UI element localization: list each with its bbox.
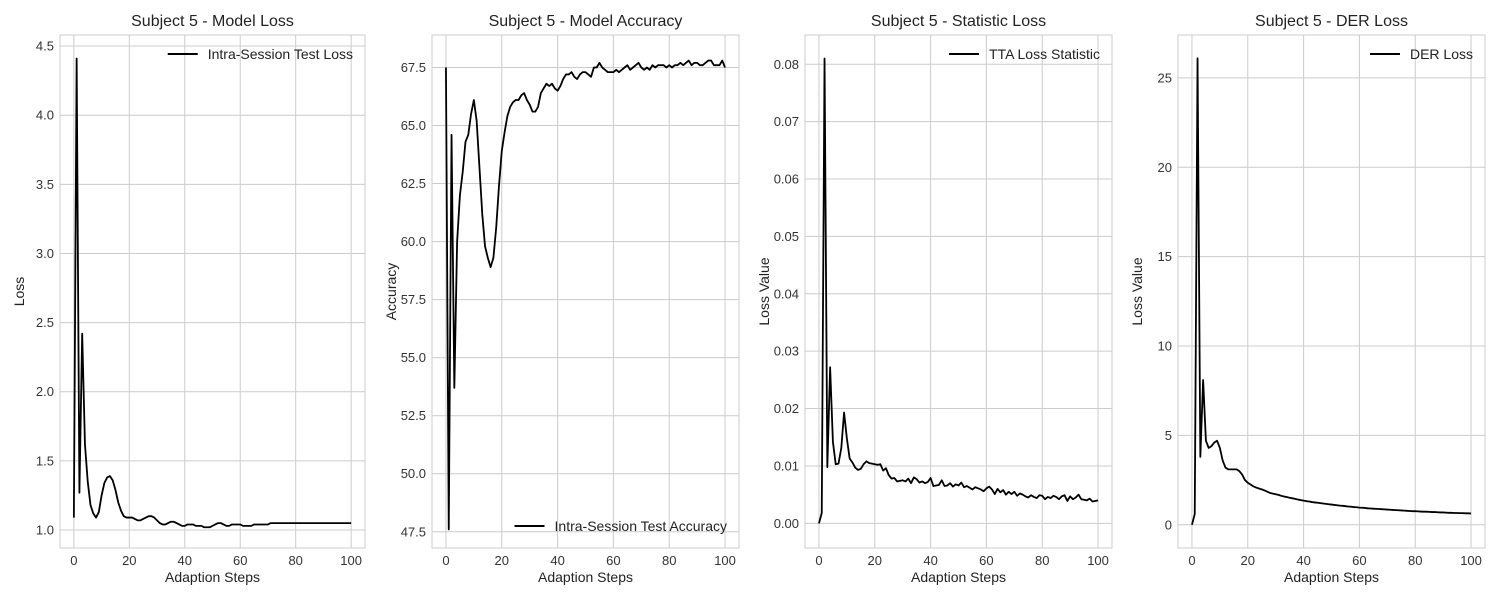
y-tick-label: 0.00	[774, 516, 799, 531]
plot-frame	[59, 34, 366, 549]
y-tick-label: 5	[1165, 428, 1172, 443]
x-tick-label: 0	[1188, 553, 1195, 568]
y-tick-label: 50.0	[401, 466, 426, 481]
plot-area	[1178, 35, 1485, 548]
x-tick-label: 0	[70, 553, 77, 568]
plot-frame	[804, 34, 1113, 549]
y-tick-label: 2.0	[36, 384, 54, 399]
y-axis-label: Accuracy	[383, 263, 399, 321]
y-tick-label: 0.07	[774, 114, 799, 129]
plot-frame	[1177, 34, 1486, 549]
y-tick-label: 52.5	[401, 408, 426, 423]
x-tick-label: 100	[714, 553, 736, 568]
x-tick-label: 20	[122, 553, 136, 568]
x-tick-label: 40	[1296, 553, 1310, 568]
y-tick-label: 0.02	[774, 401, 799, 416]
y-tick-label: 55.0	[401, 350, 426, 365]
legend-label: TTA Loss Statistic	[989, 46, 1100, 62]
y-tick-label: 0.04	[774, 286, 799, 301]
y-tick-label: 1.5	[36, 453, 54, 468]
x-axis-label: Adaption Steps	[165, 569, 260, 585]
y-tick-label: 10	[1158, 339, 1172, 354]
legend-label: Intra-Session Test Accuracy	[555, 518, 727, 534]
chart-panel-2: 0 20 40 60 80 100 47.5 50.0 52.5 55.0 57.5 60.0 62.5…	[383, 13, 740, 585]
plot-area	[805, 35, 1112, 548]
y-tick-label: 60.0	[401, 234, 426, 249]
y-tick-label: 25	[1158, 70, 1172, 85]
y-tick-label: 0	[1165, 517, 1172, 532]
x-tick-label: 60	[979, 553, 993, 568]
series-line-1	[445, 59, 726, 531]
y-tick-label: 4.0	[36, 108, 54, 123]
y-axis-label: Loss Value	[1129, 257, 1145, 325]
x-tick-label: 40	[550, 553, 564, 568]
x-tick-label: 60	[606, 553, 620, 568]
x-tick-label: 20	[868, 553, 882, 568]
legend-label: DER Loss	[1410, 46, 1473, 62]
x-tick-label: 0	[815, 553, 822, 568]
y-tick-label: 62.5	[401, 176, 426, 191]
y-tick-label: 3.5	[36, 177, 54, 192]
x-tick-label: 0	[442, 553, 449, 568]
y-tick-label: 4.5	[36, 39, 54, 54]
y-tick-label: 65.0	[401, 118, 426, 133]
y-tick-label: 0.08	[774, 57, 799, 72]
plot-area	[60, 35, 365, 548]
series-line-1	[1191, 57, 1472, 525]
x-tick-label: 80	[1035, 553, 1049, 568]
x-tick-label: 80	[1408, 553, 1422, 568]
x-axis-label: Adaption Steps	[1284, 569, 1379, 585]
x-axis-label: Adaption Steps	[911, 569, 1006, 585]
chart-title: Subject 5 - Statistic Loss	[871, 13, 1046, 30]
x-tick-label: 80	[662, 553, 676, 568]
y-tick-label: 0.01	[774, 458, 799, 473]
y-axis-label: Loss Value	[756, 257, 772, 325]
x-tick-label: 80	[288, 553, 302, 568]
y-tick-label: 57.5	[401, 292, 426, 307]
y-tick-label: 47.5	[401, 524, 426, 539]
y-tick-label: 3.0	[36, 246, 54, 261]
x-tick-label: 100	[340, 553, 362, 568]
chart-panel-3: 0 20 40 60 80 100 0.00 0.01 0.02 0.03 0.04 0.05 0.06…	[756, 13, 1113, 585]
chart-title: Subject 5 - Model Loss	[131, 13, 294, 30]
y-tick-label: 20	[1158, 160, 1172, 175]
x-tick-label: 60	[233, 553, 247, 568]
x-tick-label: 60	[1352, 553, 1366, 568]
x-tick-label: 20	[1241, 553, 1255, 568]
x-tick-label: 40	[178, 553, 192, 568]
plot-area	[432, 35, 739, 548]
chart-title: Subject 5 - DER Loss	[1255, 13, 1408, 30]
x-axis-label: Adaption Steps	[538, 569, 633, 585]
plot-frame	[431, 34, 740, 549]
y-tick-label: 0.06	[774, 172, 799, 187]
x-tick-label: 100	[1460, 553, 1482, 568]
chart-panel-1: 0 20 40 60 80 100 1.0 1.5 2.0 2.5 3.0 3.5 4.0 4.5 Subj…	[11, 13, 366, 585]
y-tick-label: 15	[1158, 249, 1172, 264]
x-tick-label: 20	[495, 553, 509, 568]
chart-title: Subject 5 - Model Accuracy	[489, 13, 683, 30]
y-tick-label: 1.0	[36, 523, 54, 538]
legend-label: Intra-Session Test Loss	[208, 46, 353, 62]
x-tick-label: 100	[1087, 553, 1109, 568]
y-tick-label: 0.03	[774, 344, 799, 359]
series-line-1	[818, 57, 1099, 524]
y-tick-label: 67.5	[401, 60, 426, 75]
series-line-1	[72, 57, 352, 529]
y-axis-label: Loss	[11, 277, 27, 307]
y-tick-label: 0.05	[774, 229, 799, 244]
chart-panel-4: 0 20 40 60 80 100 0 5 10 15 20 25 Subject 5 - DER Lo…	[1129, 13, 1486, 585]
y-tick-label: 2.5	[36, 315, 54, 330]
x-tick-label: 40	[923, 553, 937, 568]
